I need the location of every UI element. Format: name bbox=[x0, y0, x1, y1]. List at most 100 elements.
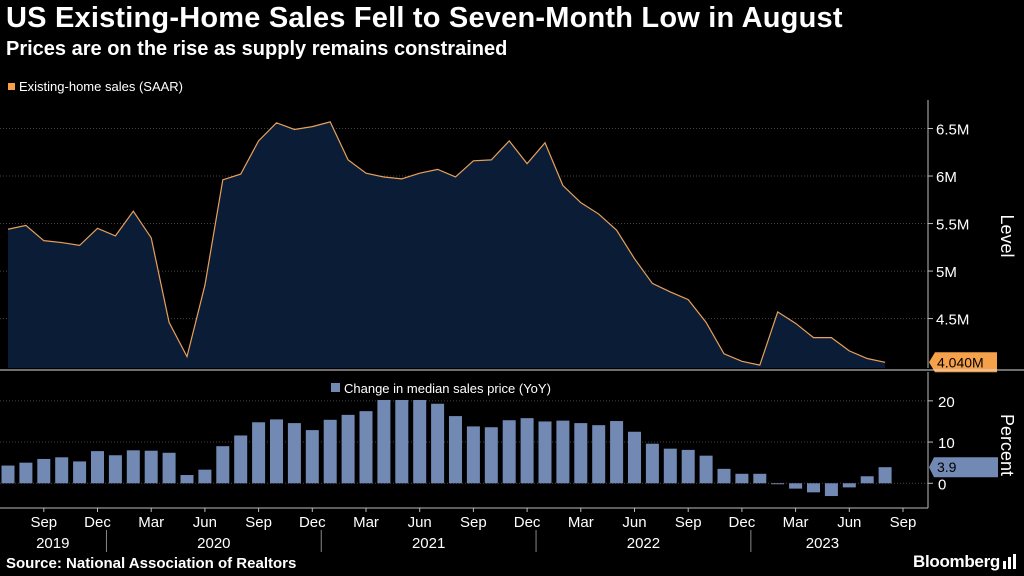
bloomberg-bars-icon bbox=[1003, 554, 1016, 569]
bar bbox=[681, 449, 695, 484]
bar bbox=[37, 458, 51, 484]
area-last-value-tag bbox=[929, 352, 997, 373]
bar bbox=[771, 483, 785, 485]
bar bbox=[753, 473, 767, 484]
bar bbox=[144, 450, 158, 484]
bar bbox=[252, 422, 266, 484]
bar bbox=[305, 430, 319, 484]
area-fill bbox=[8, 121, 886, 368]
bar bbox=[574, 423, 588, 484]
bar bbox=[73, 461, 87, 484]
bar bbox=[520, 418, 534, 484]
bar bbox=[645, 443, 659, 484]
bar-legend-label: Change in median sales price (YoY) bbox=[344, 381, 551, 396]
bar bbox=[538, 421, 552, 484]
x-tick-label: Dec bbox=[299, 514, 326, 531]
bar bbox=[287, 423, 301, 484]
bar-legend-swatch bbox=[331, 383, 340, 392]
bar bbox=[860, 476, 874, 484]
bar-axis-title: Percent bbox=[997, 414, 1017, 476]
bar bbox=[842, 483, 856, 488]
x-tick-label: Jun bbox=[622, 514, 646, 531]
bar bbox=[502, 420, 516, 484]
bar bbox=[628, 431, 641, 484]
bar bbox=[270, 419, 283, 484]
bar bbox=[198, 469, 212, 484]
bar bbox=[377, 399, 391, 484]
bar-ytick-label: 20 bbox=[938, 394, 955, 411]
bar-ytick-label: 10 bbox=[938, 435, 955, 452]
bar bbox=[717, 468, 731, 484]
bar bbox=[466, 426, 480, 484]
area-legend-swatch bbox=[8, 83, 15, 90]
chart-subtitle: Prices are on the rise as supply remains… bbox=[6, 38, 508, 60]
x-tick-label: Sep bbox=[890, 514, 917, 531]
bar bbox=[234, 435, 248, 484]
chart-title: US Existing-Home Sales Fell to Seven-Mon… bbox=[6, 2, 843, 34]
bar bbox=[395, 387, 409, 484]
bar-ytick-label: 0 bbox=[938, 476, 946, 493]
bar bbox=[610, 421, 624, 484]
x-tick-label: Mar bbox=[783, 514, 809, 531]
brand-name: Bloomberg bbox=[912, 552, 1000, 571]
bar-last-value-label: 3.9 bbox=[937, 459, 957, 475]
bar bbox=[413, 388, 427, 484]
x-tick-label: Sep bbox=[30, 514, 57, 531]
bar bbox=[663, 448, 677, 484]
bar bbox=[556, 420, 570, 484]
x-tick-label: Jun bbox=[408, 514, 432, 531]
bar bbox=[431, 403, 445, 484]
x-year-label: 2021 bbox=[412, 535, 445, 552]
bar bbox=[807, 483, 820, 493]
x-year-label: 2022 bbox=[627, 535, 660, 552]
bar bbox=[180, 475, 194, 484]
area-ytick-label: 6.5M bbox=[936, 122, 969, 139]
area-ytick-label: 4.5M bbox=[936, 312, 969, 329]
area-ytick-label: 5M bbox=[936, 264, 957, 281]
bar bbox=[323, 419, 337, 484]
x-tick-label: Mar bbox=[353, 514, 379, 531]
bar bbox=[359, 411, 373, 484]
x-tick-label: Mar bbox=[568, 514, 594, 531]
bar bbox=[484, 427, 498, 484]
bar bbox=[699, 455, 713, 484]
x-tick-label: Jun bbox=[837, 514, 861, 531]
x-tick-label: Dec bbox=[84, 514, 111, 531]
x-tick-label: Dec bbox=[729, 514, 756, 531]
bar bbox=[1, 465, 15, 484]
bar bbox=[789, 483, 803, 489]
bar bbox=[824, 483, 838, 497]
x-tick-label: Mar bbox=[138, 514, 164, 531]
x-tick-label: Dec bbox=[514, 514, 541, 531]
area-last-value-label: 4.040M bbox=[937, 354, 984, 370]
x-tick-label: Jun bbox=[193, 514, 217, 531]
x-year-label: 2023 bbox=[806, 535, 839, 552]
bar bbox=[878, 467, 892, 484]
bar bbox=[592, 425, 606, 484]
bar bbox=[449, 416, 462, 484]
x-year-label: 2020 bbox=[197, 535, 230, 552]
bar bbox=[735, 473, 749, 484]
bar bbox=[216, 446, 230, 484]
area-legend-label: Existing-home sales (SAAR) bbox=[19, 79, 183, 94]
area-axis-title: Level bbox=[997, 214, 1017, 257]
bar bbox=[91, 451, 104, 484]
area-ytick-label: 5.5M bbox=[936, 217, 969, 234]
x-tick-label: Sep bbox=[460, 514, 487, 531]
brand-logo: Bloomberg bbox=[913, 552, 1016, 572]
area-ytick-label: 6M bbox=[936, 169, 957, 186]
area-line bbox=[7, 121, 886, 366]
bar-last-value-tag bbox=[929, 457, 998, 478]
x-year-label: 2019 bbox=[36, 535, 69, 552]
source-note: Source: National Association of Realtors bbox=[6, 555, 297, 572]
x-tick-label: Sep bbox=[675, 514, 702, 531]
bar bbox=[126, 450, 140, 484]
bar bbox=[162, 452, 176, 484]
bar bbox=[341, 414, 355, 484]
x-tick-label: Sep bbox=[245, 514, 272, 531]
bar-legend-backdrop bbox=[322, 378, 608, 400]
bar bbox=[19, 462, 33, 484]
bar bbox=[108, 455, 122, 484]
bar bbox=[55, 457, 69, 484]
